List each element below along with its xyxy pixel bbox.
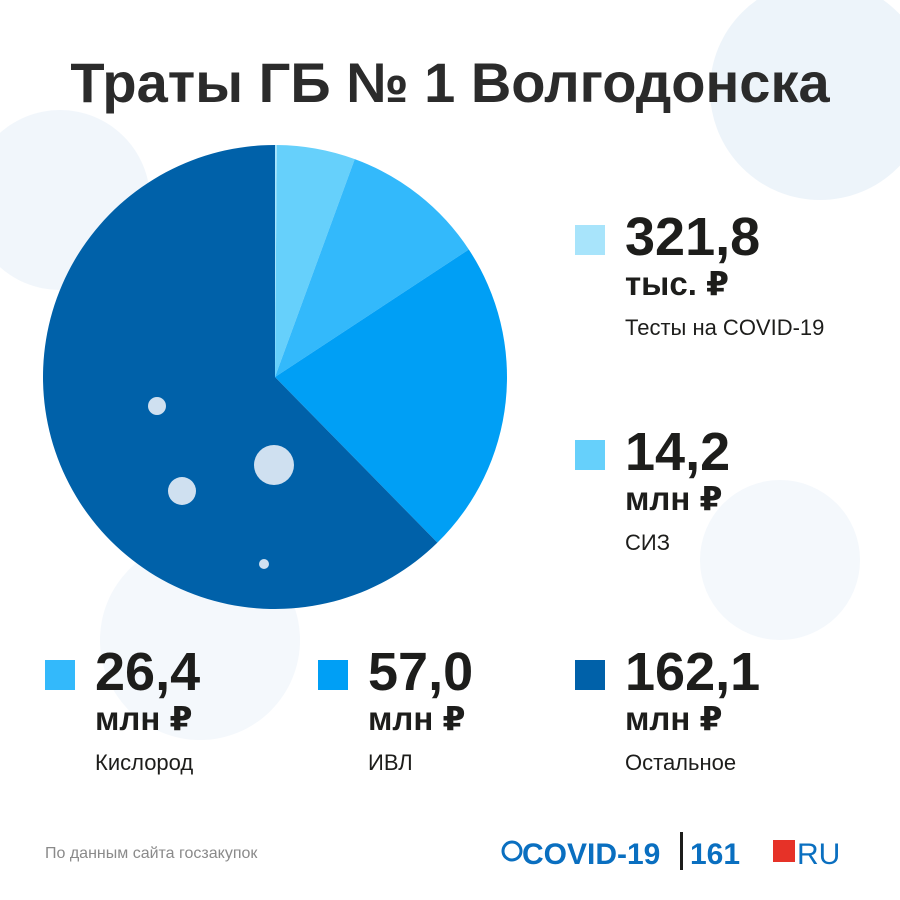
virus-decor — [148, 397, 294, 569]
logo-square — [773, 840, 795, 862]
legend-label: Остальное — [625, 750, 736, 775]
value-label: 162,1 — [625, 642, 760, 702]
value-unit: тыс. ₽ — [625, 265, 729, 302]
value-label: 26,4 — [95, 642, 200, 702]
value-unit: млн ₽ — [368, 700, 465, 737]
value-label: 321,8 — [625, 207, 760, 267]
legend-label: СИЗ — [625, 530, 670, 555]
pie — [43, 145, 507, 609]
legend-swatch — [45, 660, 75, 690]
legend-swatch — [318, 660, 348, 690]
pie-slice — [275, 159, 469, 377]
legend-label: ИВЛ — [368, 750, 413, 775]
value-label: 57,0 — [368, 642, 473, 702]
logo-covid: COVID-19 — [522, 838, 660, 871]
value-unit: млн ₽ — [95, 700, 192, 737]
pie-slice — [43, 145, 438, 609]
logo: COVID-19 161 RU — [501, 832, 840, 871]
legend-swatch — [575, 440, 605, 470]
pie-slice — [275, 249, 507, 543]
legend-label: Тесты на COVID-19 — [625, 315, 824, 340]
logo-icon — [501, 840, 523, 862]
logo-divider — [680, 832, 683, 870]
value-unit: млн ₽ — [625, 480, 722, 517]
logo-ru: RU — [797, 838, 840, 871]
pie-slice — [275, 145, 355, 377]
legend-swatch — [575, 225, 605, 255]
legend-label: Кислород — [95, 750, 193, 775]
value-label: 14,2 — [625, 422, 730, 482]
value-unit: млн ₽ — [625, 700, 722, 737]
pie-slice — [275, 145, 277, 377]
legend-swatch — [575, 660, 605, 690]
chart-title: Траты ГБ № 1 Волгодонска — [70, 51, 830, 114]
source-note: По данным сайта госзакупок — [45, 845, 258, 862]
logo-161: 161 — [690, 838, 740, 871]
